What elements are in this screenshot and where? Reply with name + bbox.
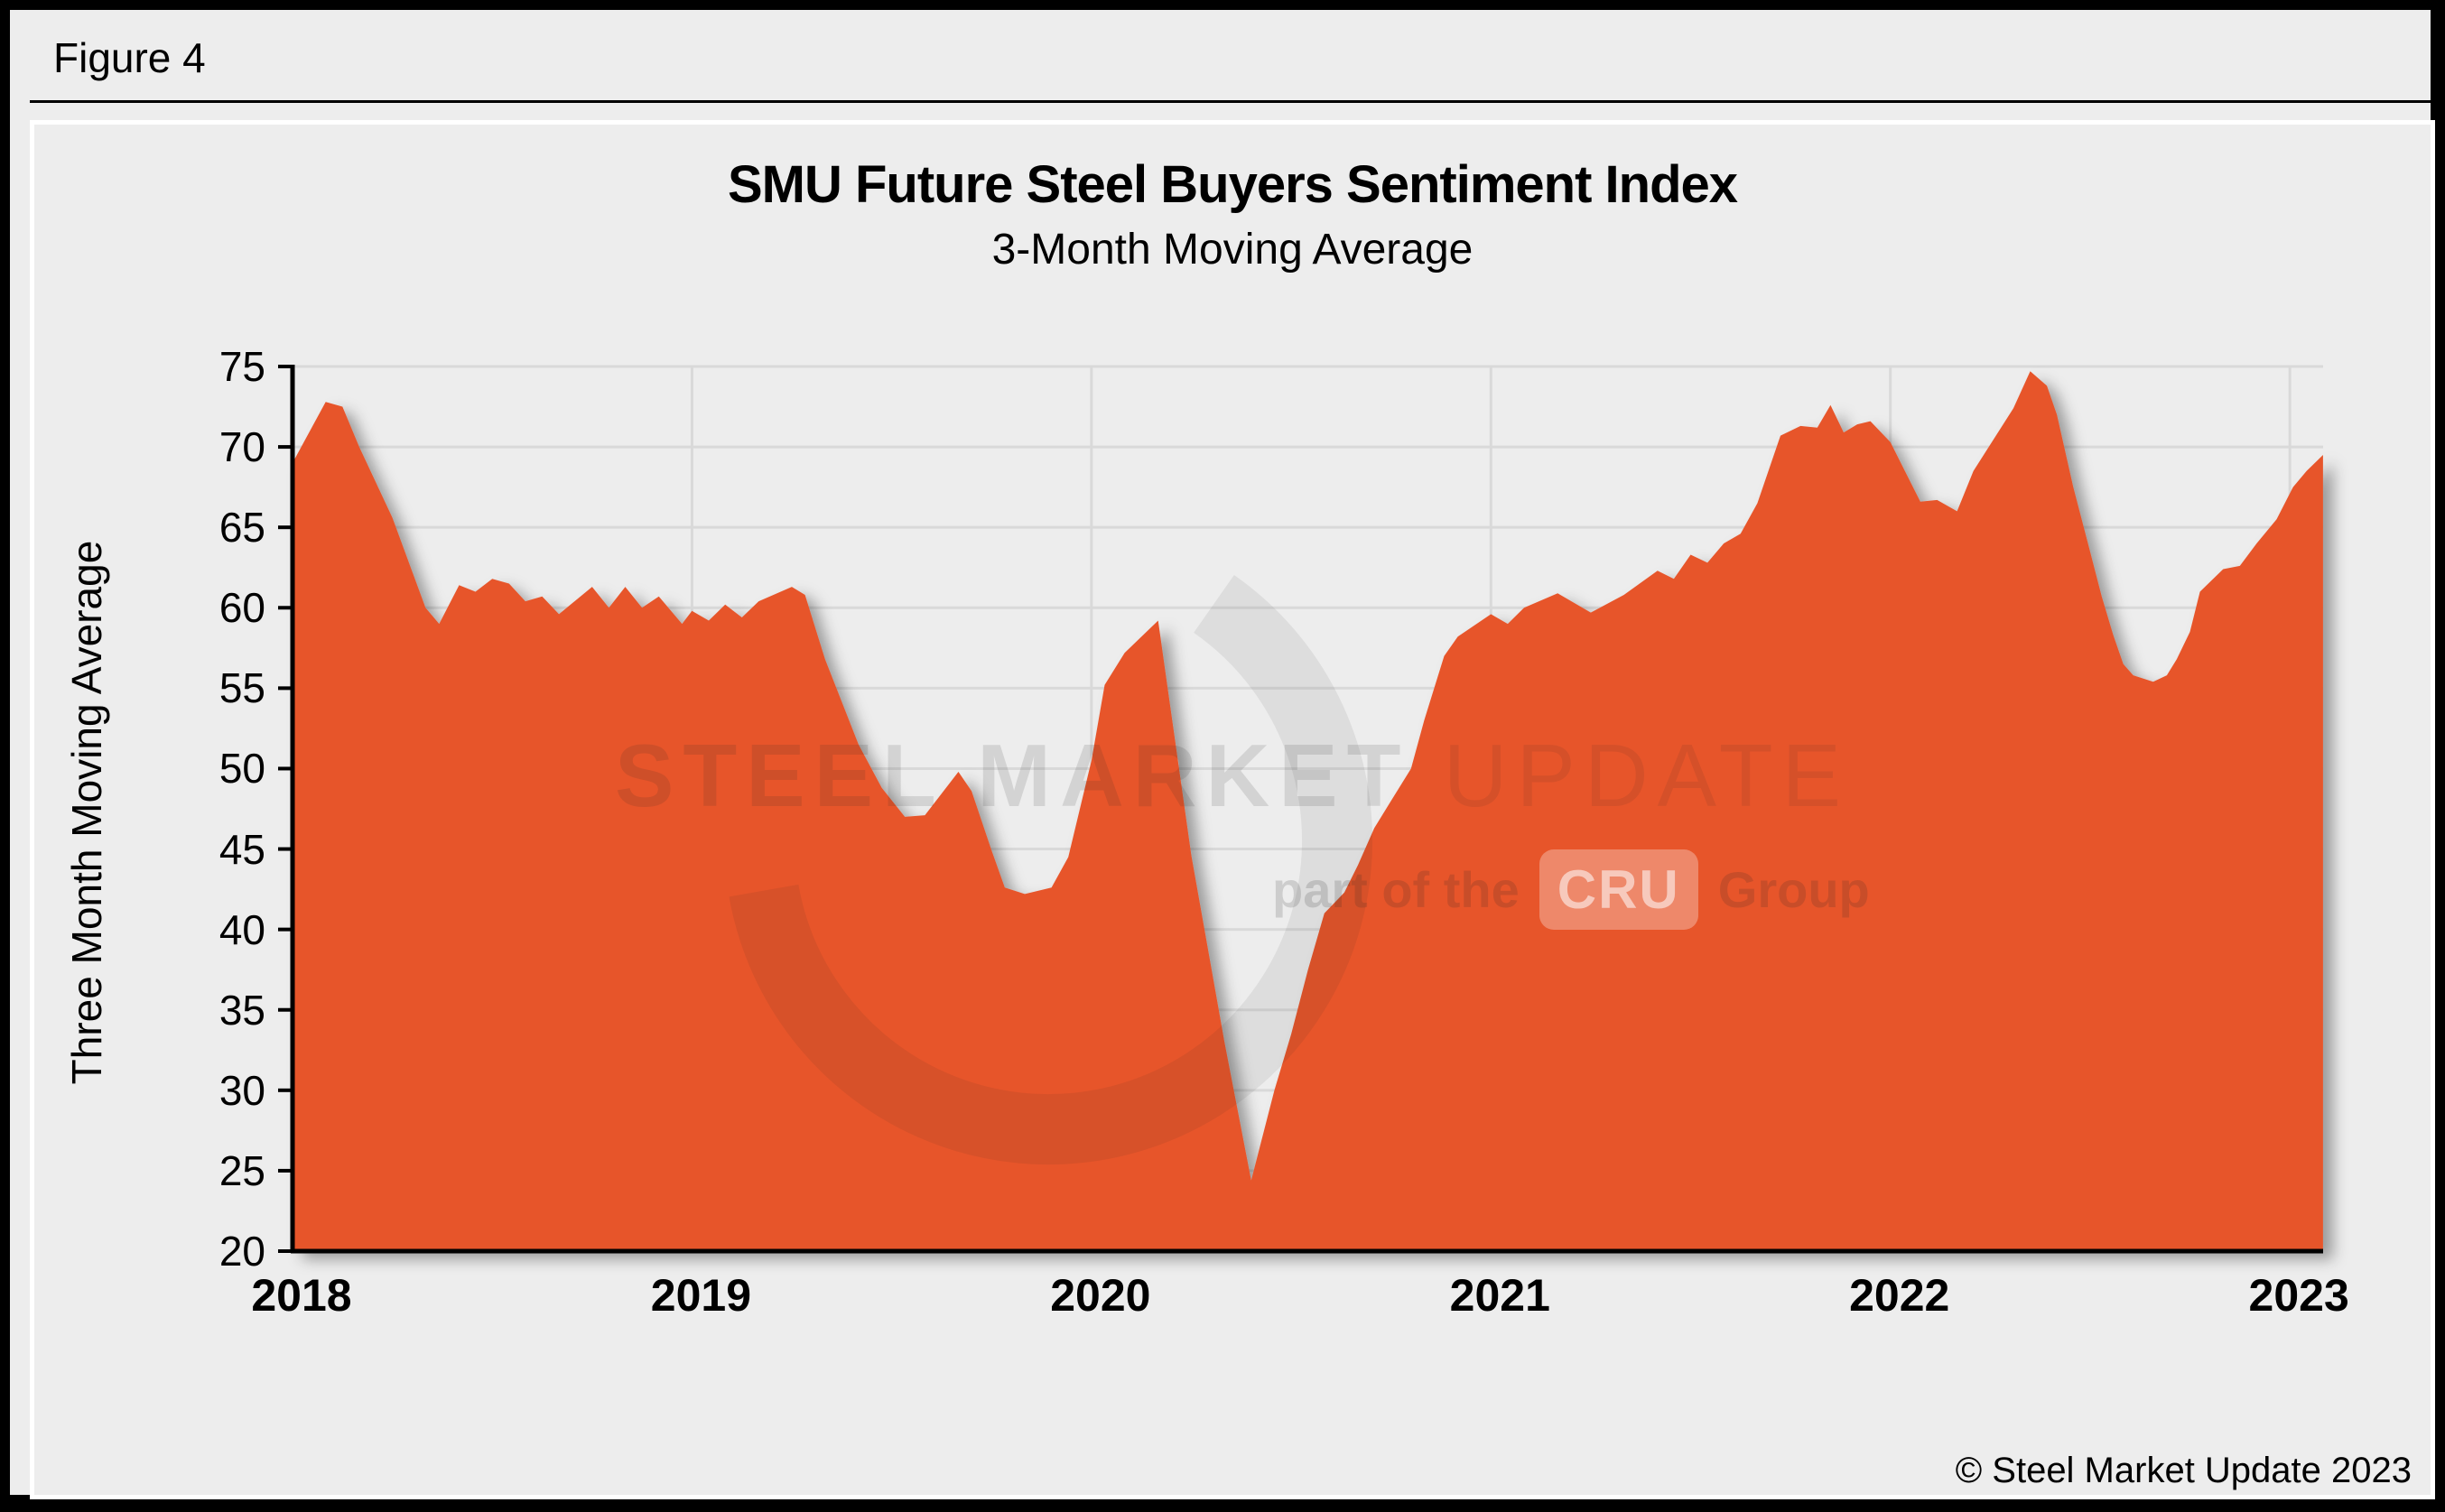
sentiment-area-chart: [278, 365, 2323, 1254]
y-tick-label-45: 45: [218, 825, 265, 873]
cru-logo-box: CRU: [1539, 849, 1698, 930]
copyright-notice: © Steel Market Update 2023: [1955, 1451, 2412, 1490]
y-tick-label-35: 35: [218, 986, 265, 1034]
chart-subtitle: 3-Month Moving Average: [991, 226, 1474, 274]
watermark-part-of-the: part of the: [1272, 861, 1520, 918]
x-tick-label-2021: 2021: [1449, 1270, 1550, 1321]
watermark-cru-line: part of the CRU Group: [1272, 849, 1870, 930]
y-tick-label-70: 70: [218, 423, 265, 471]
figure-label: Figure 4: [53, 34, 206, 81]
x-tick-label-2018: 2018: [251, 1270, 352, 1321]
watermark-group: Group: [1717, 861, 1870, 918]
y-tick-label-55: 55: [218, 664, 265, 712]
watermark-steel-market: STEEL MARKET: [615, 726, 1410, 825]
y-tick-label-20: 20: [218, 1228, 265, 1275]
y-tick-label-30: 30: [218, 1066, 265, 1114]
watermark-update: UPDATE: [1443, 726, 1850, 825]
smu-logo-swoosh-watermark: [729, 574, 1373, 1165]
x-tick-label-2022: 2022: [1849, 1270, 1950, 1321]
y-tick-label-65: 65: [218, 504, 265, 552]
header-rule: [30, 100, 2435, 103]
x-tick-label-2019: 2019: [650, 1270, 752, 1321]
y-tick-label-50: 50: [218, 745, 265, 793]
y-tick-label-40: 40: [218, 905, 265, 953]
series-layer: [293, 371, 2323, 1251]
chart-title: SMU Future Steel Buyers Sentiment Index: [727, 155, 1738, 214]
x-tick-label-2023: 2023: [2248, 1270, 2349, 1321]
sentiment-area-series: [293, 371, 2323, 1251]
y-tick-label-75: 75: [218, 343, 265, 390]
y-tick-label-60: 60: [218, 584, 265, 632]
x-tick-label-2020: 2020: [1050, 1270, 1151, 1321]
y-tick-label-25: 25: [218, 1146, 265, 1194]
watermark-text: STEEL MARKET UPDATE: [10, 725, 2445, 827]
axes-layer: [278, 365, 2323, 1254]
figure-content: Figure 4 SMU Future Steel Buyers Sentime…: [10, 10, 2435, 1499]
swoosh-arc: [729, 574, 1373, 1165]
